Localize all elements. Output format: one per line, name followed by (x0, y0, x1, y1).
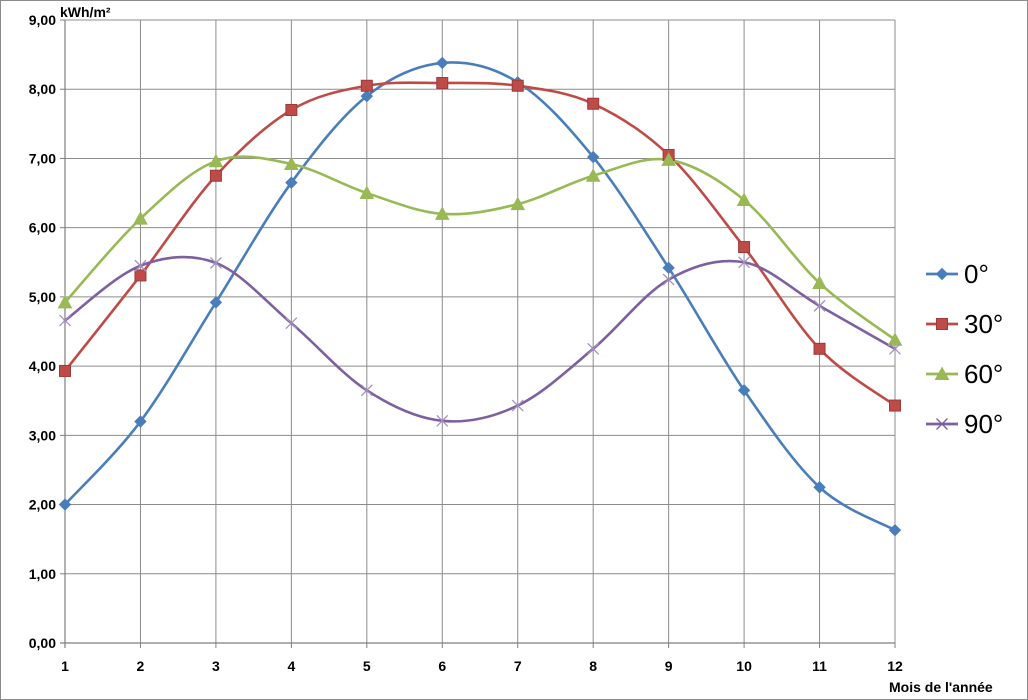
data-point-marker (511, 79, 524, 92)
legend-label: 90° (964, 409, 1003, 439)
x-tick-label: 7 (514, 658, 522, 674)
data-point-marker (736, 192, 752, 206)
data-point-marker (662, 273, 675, 286)
data-point-marker (662, 261, 675, 275)
series-line-3 (63, 155, 897, 342)
data-point-marker (134, 415, 147, 428)
data-point-marker (813, 481, 826, 494)
x-tick-label: 10 (736, 658, 752, 674)
legend: 0° 30° 60° 90° (926, 259, 1003, 439)
x-tick-label: 11 (812, 658, 827, 674)
data-point-marker (360, 384, 373, 397)
data-point-marker (58, 498, 72, 511)
x-tick-label: 3 (212, 658, 220, 674)
data-point-marker (59, 314, 71, 327)
series-lines (63, 61, 897, 532)
y-tick-label: 8,00 (29, 81, 56, 97)
data-point-marker (587, 342, 600, 355)
grid (64, 19, 896, 644)
x-tick-label: 1 (61, 658, 69, 674)
series-line-2 (63, 81, 897, 407)
data-point-marker (737, 384, 751, 397)
data-point-marker (585, 168, 601, 182)
data-point-marker (57, 294, 73, 309)
data-point-marker (285, 176, 298, 189)
legend-label: 60° (964, 359, 1003, 389)
data-point-marker (889, 342, 901, 355)
data-point-marker (887, 332, 903, 346)
data-point-marker (813, 299, 826, 312)
data-point-marker (208, 153, 224, 168)
axes (60, 19, 896, 648)
y-tick-label: 7,00 (29, 150, 56, 166)
x-tick-label: 2 (137, 658, 145, 674)
data-point-marker (359, 185, 375, 200)
y-tick-label: 2,00 (29, 497, 56, 513)
data-point-marker (813, 342, 826, 355)
y-tick-label: 3,00 (29, 427, 56, 443)
x-tick-label: 9 (665, 658, 673, 674)
series-markers (57, 56, 903, 537)
data-point-marker (360, 79, 373, 92)
x-tick-label: 12 (887, 658, 903, 674)
legend-swatch-marker (935, 267, 949, 281)
legend-label: 30° (964, 309, 1003, 339)
series-line-4 (63, 255, 897, 423)
data-point-marker (133, 211, 148, 225)
data-point-marker (285, 317, 298, 330)
legend-swatch-marker (936, 318, 948, 330)
data-point-marker (586, 150, 600, 164)
y-tick-label: 1,00 (29, 566, 56, 582)
data-point-marker (434, 206, 450, 220)
data-point-marker (436, 56, 449, 70)
data-point-marker (134, 269, 147, 282)
data-point-marker (209, 296, 223, 309)
tick-labels: 0,00 1,00 2,00 3,00 4,00 5,00 6,00 7,00 8,00 9,00… (29, 12, 903, 674)
x-axis-title: Mois de l'année (889, 679, 993, 695)
y-tick-label: 4,00 (29, 358, 56, 374)
data-point-marker (510, 196, 526, 211)
series-line-1 (63, 61, 897, 532)
x-tick-label: 6 (438, 658, 446, 674)
data-point-marker (134, 259, 147, 272)
data-point-marker (889, 399, 901, 412)
data-point-marker (661, 152, 676, 166)
y-tick-label: 9,00 (29, 12, 56, 28)
data-point-marker (436, 414, 449, 427)
data-point-marker (738, 256, 751, 269)
data-point-marker (284, 156, 299, 170)
data-point-marker (511, 399, 524, 412)
data-point-marker (59, 364, 71, 377)
y-tick-label: 6,00 (29, 220, 56, 236)
data-point-marker (209, 169, 222, 182)
data-point-marker (360, 89, 374, 103)
legend-swatch-marker (934, 366, 950, 380)
x-tick-label: 8 (589, 658, 597, 674)
data-point-marker (209, 257, 222, 269)
legend-label: 0° (964, 259, 989, 289)
data-point-marker (587, 97, 600, 110)
y-axis-title: kWh/m² (60, 4, 111, 20)
data-point-marker (285, 103, 298, 116)
x-tick-label: 4 (287, 658, 295, 674)
y-tick-label: 5,00 (29, 289, 56, 305)
y-tick-label: 0,00 (29, 635, 56, 651)
x-tick-label: 5 (363, 658, 371, 674)
legend-swatch-marker (936, 418, 948, 430)
data-point-marker (738, 241, 751, 254)
data-point-marker (812, 275, 827, 290)
data-point-marker (888, 523, 902, 537)
data-point-marker (436, 76, 449, 89)
